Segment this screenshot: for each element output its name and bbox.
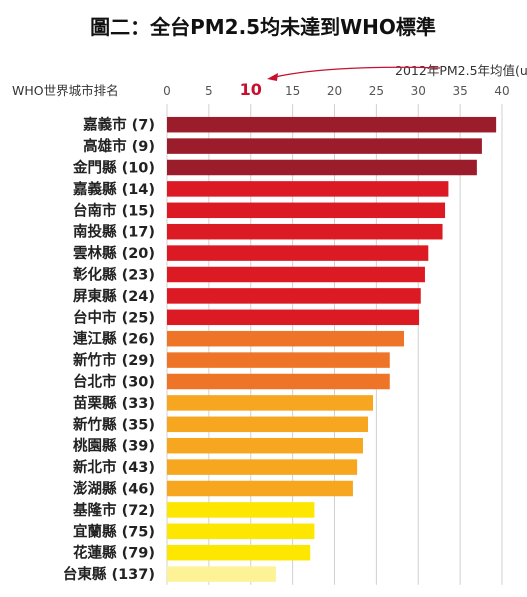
bar: [167, 288, 421, 304]
category-label: 桃園縣 (39): [73, 437, 155, 455]
category-label: 台北市 (30): [73, 373, 155, 391]
category-label: 金門縣 (10): [72, 159, 155, 177]
category-label: 台南市 (15): [73, 201, 155, 219]
category-label: 台東縣 (137): [63, 565, 155, 583]
category-label: 嘉義縣 (14): [73, 180, 155, 198]
x-tick-label-highlight: 10: [240, 80, 262, 99]
bar: [167, 309, 420, 326]
x-tick-label: 25: [369, 84, 384, 98]
category-label: 彰化縣 (23): [73, 266, 155, 284]
x-tick-label: 30: [411, 84, 426, 98]
bar: [167, 352, 390, 368]
bars: [167, 116, 497, 582]
highlight-arrow: [274, 66, 441, 78]
category-label: 花蓮縣 (79): [73, 544, 155, 562]
x-tick-label: 15: [285, 84, 300, 98]
bar: [167, 159, 477, 176]
bar: [167, 502, 315, 518]
bar: [167, 395, 374, 411]
bar: [167, 330, 405, 347]
highlight-arrow-head: [267, 73, 278, 81]
bar: [167, 181, 449, 197]
category-label: 新竹市 (29): [73, 351, 155, 369]
bar: [167, 138, 482, 154]
category-label: 新竹縣 (35): [73, 415, 155, 433]
category-label: 雲林縣 (20): [73, 244, 155, 262]
bar: [167, 416, 368, 433]
chart-title: 圖二：全台PM2.5均未達到WHO標準: [90, 15, 436, 39]
category-labels: 嘉義市 (7) 高雄市 (9) 金門縣 (10) 嘉義縣 (14) 台南市 (15) 南投…: [63, 116, 155, 583]
category-label: 苗栗縣 (33): [73, 395, 155, 412]
bar: [167, 223, 443, 240]
x-tick-label: 35: [452, 84, 467, 98]
bar: [167, 245, 429, 261]
x-tick-label: 20: [327, 84, 342, 98]
bar: [167, 437, 363, 454]
category-label: 台中市 (25): [73, 308, 155, 326]
bar: [167, 266, 425, 283]
x-tick-label: 0: [163, 84, 171, 98]
category-label: 連江縣 (26): [73, 330, 155, 348]
bar: [167, 523, 315, 540]
category-axis-title: WHO世界城市排名: [12, 83, 119, 98]
bar: [167, 544, 311, 561]
unit-label: 2012年PM2.5年均值(ug/m3): [395, 63, 527, 78]
category-label: 澎湖縣 (46): [73, 480, 155, 498]
bar: [167, 566, 276, 582]
bar: [167, 480, 353, 497]
x-tick-label: 5: [205, 84, 213, 98]
category-label: 宜蘭縣 (75): [73, 522, 155, 540]
x-axis-ticks: 0 5 10 15 20 25 30 35 40: [163, 80, 509, 99]
category-label: 新北市 (43): [73, 458, 155, 476]
bar: [167, 116, 497, 133]
category-label: 基隆市 (72): [72, 501, 155, 519]
bar: [167, 202, 446, 219]
category-label: 嘉義市 (7): [83, 116, 155, 134]
category-label: 屏東縣 (24): [73, 287, 155, 305]
x-tick-label: 40: [494, 84, 509, 98]
bar: [167, 459, 358, 475]
category-label: 南投縣 (17): [73, 223, 155, 241]
category-label: 高雄市 (9): [83, 137, 155, 155]
bar: [167, 373, 390, 390]
